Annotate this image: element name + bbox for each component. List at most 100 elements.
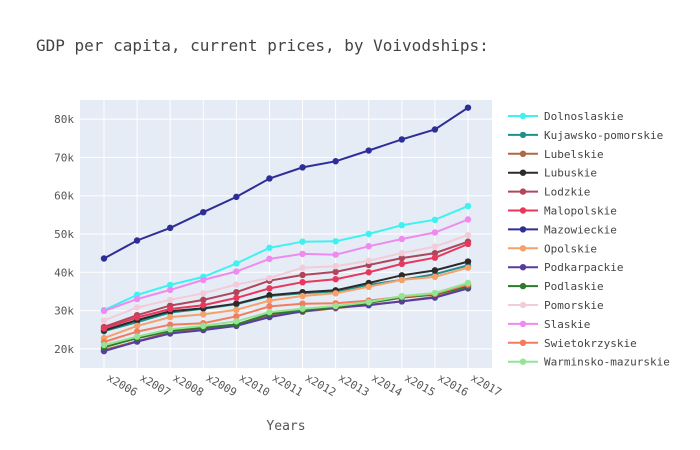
data-point	[166, 224, 174, 232]
data-point	[431, 216, 439, 224]
data-point	[266, 175, 273, 182]
legend-label: Lodzkie	[544, 186, 590, 199]
series-line	[103, 205, 469, 312]
legend: Dolnoslaskie Kujawsko-pomorskie Lubelskie L…	[508, 110, 670, 369]
chart-title: GDP per capita, current prices, by Voivo…	[36, 36, 489, 55]
legend-item[interactable]: Podlaskie	[508, 280, 604, 293]
series-line	[103, 260, 469, 332]
data-point	[398, 235, 406, 243]
series-line	[103, 266, 469, 340]
data-point	[166, 296, 174, 304]
data-point	[398, 260, 406, 268]
series-line	[103, 243, 469, 330]
data-point	[166, 305, 174, 313]
legend-item[interactable]: Dolnoslaskie	[508, 110, 623, 123]
legend-label: Pomorskie	[544, 299, 604, 312]
legend-item[interactable]: Lubelskie	[508, 148, 604, 161]
data-point	[398, 272, 406, 279]
x-tick-label: x2007	[138, 371, 173, 399]
data-point	[464, 202, 472, 210]
series-line	[103, 287, 469, 353]
data-point	[431, 289, 439, 297]
data-point	[299, 279, 306, 286]
series-line	[103, 218, 469, 312]
data-point	[233, 281, 240, 288]
series-pomorskie	[100, 231, 472, 324]
data-point	[166, 313, 174, 321]
data-point	[299, 300, 306, 307]
data-point	[133, 304, 141, 311]
legend-label: Kujawsko-pomorskie	[544, 129, 663, 142]
legend-item[interactable]: Slaskie	[508, 318, 590, 331]
data-point	[398, 254, 406, 262]
legend-swatch-marker	[519, 320, 527, 328]
legend-item[interactable]: Opolskie	[508, 242, 597, 255]
data-point	[365, 257, 372, 264]
data-point	[266, 255, 273, 263]
legend-item[interactable]: Podkarpackie	[508, 261, 623, 274]
data-point	[398, 136, 406, 143]
y-tick-label: 80k	[54, 113, 74, 126]
series-warminsko-mazurskie	[100, 279, 472, 349]
legend-swatch-marker	[519, 301, 527, 309]
legend-swatch-marker	[519, 339, 527, 346]
data-point	[332, 262, 339, 270]
x-tick-label: x2009	[204, 371, 239, 399]
x-tick-label: x2015	[402, 371, 437, 399]
data-point	[431, 249, 439, 257]
legend-item[interactable]: Lodzkie	[508, 186, 590, 199]
legend-label: Warminsko-mazurskie	[544, 356, 670, 369]
x-tick-label: x2016	[435, 371, 470, 399]
data-point	[233, 300, 240, 307]
data-point	[266, 297, 273, 304]
data-point	[365, 283, 372, 291]
data-point	[332, 302, 339, 310]
data-point	[398, 249, 406, 257]
data-point	[166, 286, 174, 294]
data-point	[133, 314, 141, 321]
series-slaskie	[100, 216, 472, 315]
data-point	[299, 238, 306, 245]
legend-label: Lubelskie	[544, 148, 604, 161]
legend-item[interactable]: Pomorskie	[508, 299, 604, 312]
legend-item[interactable]: Lubuskie	[508, 167, 597, 180]
legend-label: Podlaskie	[544, 280, 604, 293]
data-point	[100, 307, 108, 315]
data-point	[464, 279, 472, 287]
legend-label: Podkarpackie	[544, 261, 623, 274]
data-point	[200, 311, 207, 318]
x-tick-labels: x2006x2007x2008x2009x2010x2011x2012x2013…	[105, 371, 504, 399]
legend-item[interactable]: Mazowieckie	[508, 223, 617, 236]
data-point	[200, 276, 207, 284]
data-point	[200, 208, 207, 216]
data-point	[266, 274, 273, 282]
data-point	[398, 221, 406, 229]
data-point	[398, 276, 406, 284]
y-tick-label: 30k	[54, 305, 74, 318]
data-point	[431, 254, 439, 261]
data-point	[133, 328, 141, 335]
x-axis-title: Years	[266, 419, 305, 434]
data-point	[464, 216, 472, 223]
y-tick-label: 40k	[54, 266, 74, 279]
data-point	[464, 258, 472, 265]
data-point	[133, 237, 141, 244]
legend-item[interactable]: Kujawsko-pomorskie	[508, 129, 663, 142]
legend-item[interactable]: Warminsko-mazurskie	[508, 356, 670, 369]
data-point	[464, 240, 472, 248]
legend-swatch-marker	[519, 245, 527, 252]
legend-label: Dolnoslaskie	[544, 110, 623, 123]
data-point	[464, 231, 472, 239]
series-dolnoslaskie	[100, 202, 472, 314]
legend-item[interactable]: Swietokrzyskie	[508, 337, 637, 350]
x-tick-label: x2017	[469, 371, 504, 399]
data-point	[266, 244, 273, 251]
legend-item[interactable]: Malopolskie	[508, 205, 617, 218]
series-opolskie	[100, 264, 472, 342]
data-point	[233, 193, 240, 201]
y-tick-labels: 20k 30k 40k 50k 60k 70k 80k	[54, 113, 74, 356]
data-point	[299, 264, 306, 271]
data-point	[431, 229, 439, 236]
data-point	[299, 271, 306, 279]
x-tick-label: x2010	[237, 371, 272, 399]
